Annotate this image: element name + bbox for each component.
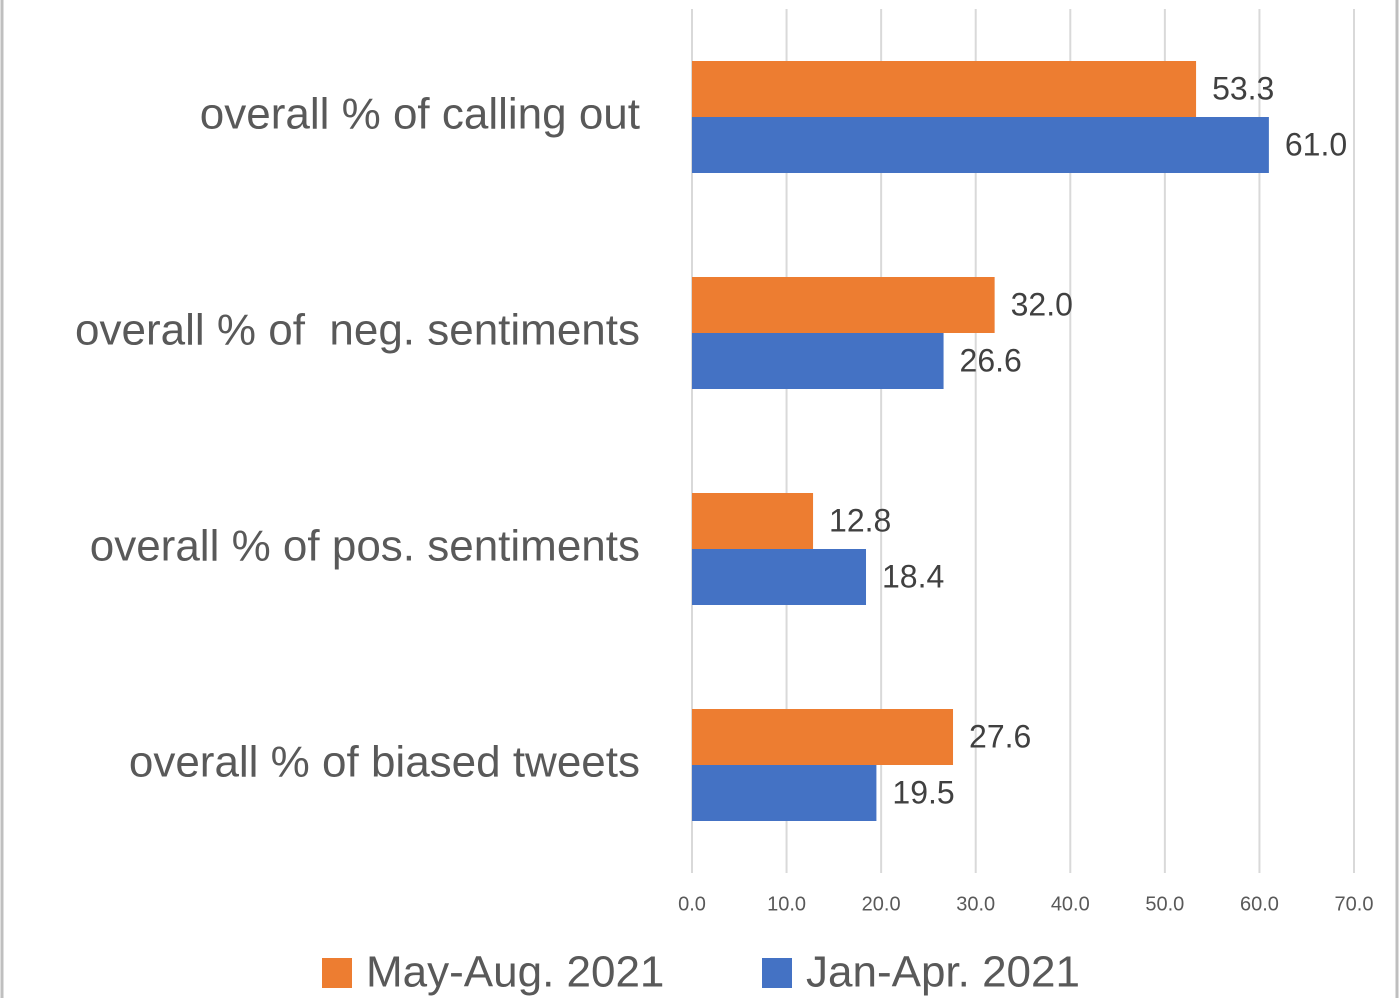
data-label: 19.5 <box>892 774 954 810</box>
bar <box>692 765 877 821</box>
data-label: 26.6 <box>960 342 1022 378</box>
bar <box>692 333 944 389</box>
legend-label: Jan-Apr. 2021 <box>806 948 1080 997</box>
data-label: 27.6 <box>969 718 1031 754</box>
legend-swatch <box>762 958 792 988</box>
bar <box>692 277 995 333</box>
category-label: overall % of pos. sentiments <box>90 522 640 571</box>
data-label: 61.0 <box>1285 126 1347 162</box>
data-label: 53.3 <box>1212 70 1274 106</box>
data-label: 18.4 <box>882 558 944 594</box>
x-tick-label: 50.0 <box>1145 893 1184 915</box>
legend-label: May-Aug. 2021 <box>366 948 664 997</box>
x-tick-label: 40.0 <box>1051 893 1090 915</box>
category-label: overall % of neg. sentiments <box>75 306 640 355</box>
x-tick-label: 30.0 <box>956 893 995 915</box>
x-tick-label: 20.0 <box>862 893 901 915</box>
category-label: overall % of calling out <box>200 90 640 139</box>
bar <box>692 549 867 605</box>
category-label: overall % of biased tweets <box>129 738 640 787</box>
bar <box>692 493 814 549</box>
data-label: 12.8 <box>829 502 891 538</box>
data-label: 32.0 <box>1011 286 1073 322</box>
x-tick-label: 70.0 <box>1335 893 1374 915</box>
x-tick-label: 10.0 <box>767 893 806 915</box>
legend-swatch <box>322 958 352 988</box>
bar <box>692 117 1269 173</box>
x-tick-label: 60.0 <box>1240 893 1279 915</box>
x-tick-label: 0.0 <box>678 893 706 915</box>
bar <box>692 709 954 765</box>
bar <box>692 61 1197 117</box>
